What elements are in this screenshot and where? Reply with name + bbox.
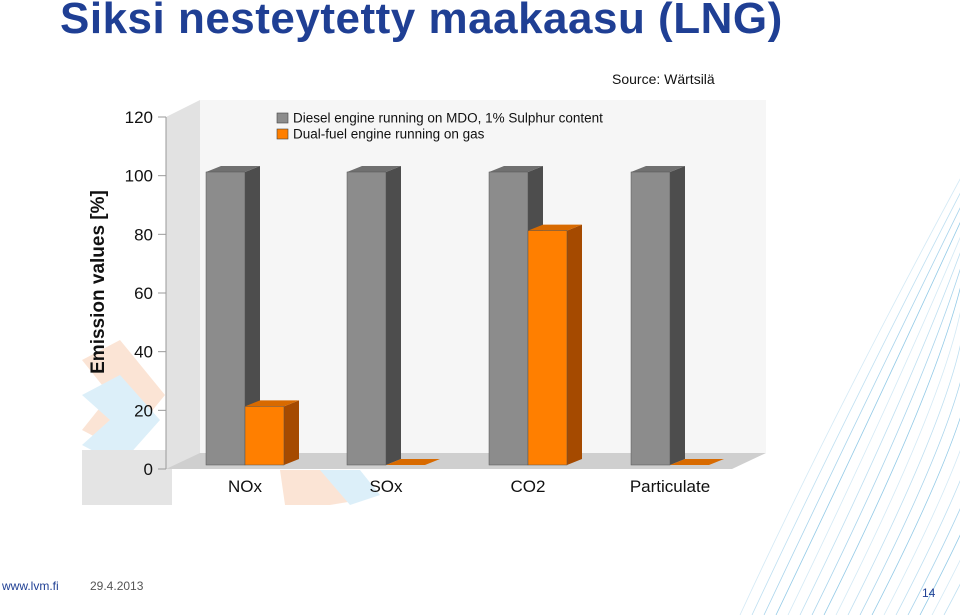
decor-line <box>775 221 960 615</box>
footer-url[interactable]: www.lvm.fi <box>2 579 59 593</box>
bar-front <box>488 171 529 466</box>
bar-front <box>346 171 387 466</box>
decor-line <box>811 268 960 615</box>
bar-top <box>528 224 582 231</box>
x-tick-label: Particulate <box>630 477 710 496</box>
y-tick-label: 120 <box>125 108 153 127</box>
decor-line <box>799 252 960 615</box>
chart-axes <box>165 100 766 469</box>
bar-top <box>670 459 724 465</box>
chart-floor <box>166 453 766 469</box>
bar-top <box>206 166 260 172</box>
bar-diesel-nox <box>205 166 260 466</box>
page-number: 14 <box>922 586 936 600</box>
decor-line <box>883 449 960 615</box>
bar-front <box>244 406 285 466</box>
x-tick-label: NOx <box>228 477 263 496</box>
decor-line <box>907 508 960 615</box>
bar-top <box>489 166 543 172</box>
chart-back-wall <box>200 100 766 465</box>
bar-diesel-particulate <box>630 166 685 466</box>
bar-side <box>670 166 685 465</box>
chart-legend: Diesel engine running on MDO, 1% Sulphur… <box>276 111 603 142</box>
y-tick-label: 60 <box>134 284 153 303</box>
y-tick-label: 0 <box>144 460 153 479</box>
decor-line <box>847 345 960 615</box>
y-axis-label: Emission values [%] <box>88 190 109 374</box>
y-tick-label: 20 <box>134 401 153 420</box>
bar-front <box>527 230 568 466</box>
decor-line <box>871 417 960 615</box>
bar-top <box>386 459 440 465</box>
legend-label-diesel: Diesel engine running on MDO, 1% Sulphur… <box>293 111 603 126</box>
decor-line <box>823 287 960 615</box>
chart-left-wall <box>166 100 200 469</box>
bar-gas-sox <box>386 459 440 465</box>
decor-line <box>835 311 960 615</box>
y-tick-label: 100 <box>125 167 153 186</box>
bar-side <box>284 400 299 465</box>
bar-diesel-sox <box>346 166 401 466</box>
logo-watermark <box>82 340 380 505</box>
x-tick-label: CO2 <box>511 477 546 496</box>
bar-side <box>567 224 582 465</box>
decor-line <box>859 381 960 615</box>
bar-top <box>631 166 685 172</box>
bar-top <box>347 166 401 172</box>
chart-source: Source: Wärtsilä <box>612 71 715 87</box>
bar-gas-nox <box>244 400 299 466</box>
legend-label-gas: Dual-fuel engine running on gas <box>293 127 485 142</box>
decor-line <box>751 192 960 615</box>
bar-front <box>630 171 671 466</box>
legend-swatch-gas <box>276 128 289 140</box>
bar-gas-particulate <box>670 459 724 465</box>
bar-gas-co2 <box>527 224 582 466</box>
decor-line <box>895 479 960 615</box>
bar-side <box>386 166 401 465</box>
footer-date: 29.4.2013 <box>90 579 144 593</box>
decor-line <box>787 236 960 615</box>
slide-title: Siksi nesteytetty maakaasu (LNG) <box>60 0 783 43</box>
bar-side <box>245 166 260 465</box>
y-tick-label: 40 <box>134 343 153 362</box>
decor-line <box>739 178 960 615</box>
decor-line <box>919 534 960 615</box>
x-tick-label: SOx <box>369 477 403 496</box>
bar-front <box>205 171 246 466</box>
legend-swatch-diesel <box>276 112 289 124</box>
bar-top <box>245 400 299 407</box>
decor-line <box>763 207 960 615</box>
y-tick-label: 80 <box>134 225 153 244</box>
decorative-lines <box>739 178 960 615</box>
